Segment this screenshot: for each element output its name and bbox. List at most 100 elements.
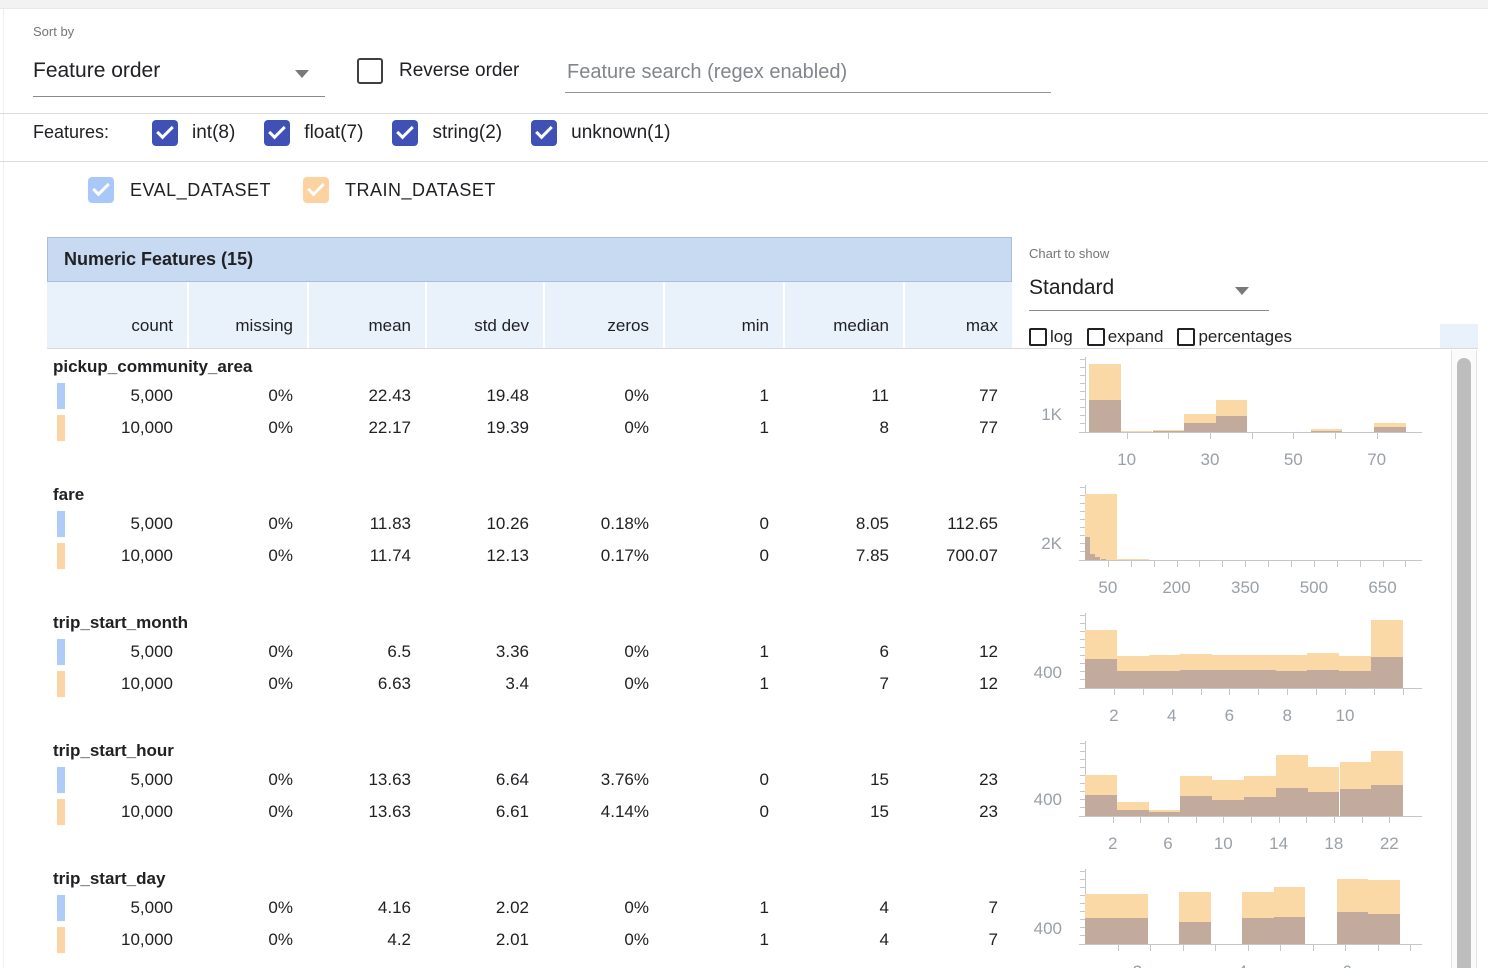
stat-cell: 0% — [187, 540, 307, 572]
stat-cell: 0 — [663, 764, 783, 796]
sort-by-select[interactable]: Feature order — [33, 52, 325, 97]
stat-cell: 112.65 — [903, 508, 1012, 540]
x-axis-tick-label: 6 — [1342, 962, 1351, 968]
feature-search-input[interactable] — [565, 52, 1051, 93]
x-axis-tick-label: 4 — [1167, 706, 1176, 726]
stat-cell: 0 — [663, 508, 783, 540]
dataset-item-train_dataset: TRAIN_DATASET — [303, 177, 496, 203]
stat-cell: 7 — [783, 668, 903, 700]
x-axis-tick-label: 10 — [1117, 450, 1136, 470]
feature-filter-checkbox[interactable] — [264, 120, 290, 146]
stat-cell: 10,000 — [47, 924, 187, 956]
y-axis-tick — [1080, 415, 1085, 416]
chevron-down-icon — [295, 70, 309, 78]
stat-cell: 0% — [543, 924, 663, 956]
chart-type-select[interactable]: Standard — [1029, 268, 1269, 311]
chart-option-label: expand — [1108, 327, 1164, 347]
column-header-min: min — [663, 282, 783, 348]
x-axis-tick — [1362, 816, 1363, 823]
feature-filter-checkbox[interactable] — [152, 120, 178, 146]
header-bottom-border — [47, 348, 1478, 349]
y-axis-tick — [1080, 887, 1085, 888]
bar-eval_dataset — [1212, 800, 1244, 816]
y-axis-tick — [1080, 759, 1085, 760]
bar-eval_dataset — [1180, 796, 1212, 816]
percentages-checkbox[interactable] — [1177, 328, 1195, 346]
stat-cell: 4.2 — [307, 924, 425, 956]
log-checkbox[interactable] — [1029, 328, 1047, 346]
stat-cell: 12 — [903, 668, 1012, 700]
sort-by-value: Feature order — [33, 59, 160, 83]
stat-cell: 0% — [543, 668, 663, 700]
histogram-charts: 1K103050702K5020035050065040024681040026… — [1020, 352, 1452, 968]
stat-cell: 5,000 — [47, 892, 187, 924]
histogram-fare: 2K50200350500650 — [1020, 480, 1452, 608]
feature-filter-checkbox[interactable] — [392, 120, 418, 146]
stats-row-train_dataset: 10,0000%6.633.40%1712 — [47, 668, 1012, 700]
stat-cell: 700.07 — [903, 540, 1012, 572]
plot-area: 2610141822 — [1085, 736, 1410, 816]
bar-eval_dataset — [1371, 785, 1403, 817]
bar-eval_dataset — [1184, 423, 1216, 432]
dataset-marker — [57, 511, 65, 537]
y-axis-tick — [1080, 391, 1085, 392]
stats-row-train_dataset: 10,0000%22.1719.390%1877 — [47, 412, 1012, 444]
reverse-order-checkbox[interactable] — [357, 58, 383, 84]
y-axis-label: 400 — [1020, 663, 1062, 683]
dataset-checkbox[interactable] — [303, 177, 329, 203]
stat-cell: 22.17 — [307, 412, 425, 444]
bar-eval_dataset — [1149, 671, 1181, 688]
left-hairline — [3, 9, 4, 968]
x-axis-tick — [1222, 560, 1223, 567]
bar-eval_dataset — [1244, 670, 1276, 688]
features-filter-label: Features: — [33, 122, 109, 143]
facets-overview-screen: Sort by Feature order Reverse order Feat… — [0, 0, 1488, 968]
x-axis-tick — [1335, 432, 1336, 439]
bar-eval_dataset — [1089, 400, 1121, 432]
stat-cell: 6.5 — [307, 636, 425, 668]
feature-name: fare — [47, 480, 1012, 508]
x-axis-tick — [1131, 560, 1132, 567]
x-axis-tick-label: 8 — [1282, 706, 1291, 726]
stat-cell: 0% — [187, 892, 307, 924]
x-axis-tick — [1143, 688, 1144, 695]
feature-type-filters: int(8)float(7)string(2)unknown(1) — [152, 120, 699, 146]
stat-cell: 13.63 — [307, 764, 425, 796]
x-axis-tick — [1313, 944, 1314, 951]
dataset-marker — [57, 543, 65, 569]
stat-cell: 2.02 — [425, 892, 543, 924]
scrollbar-thumb[interactable] — [1457, 358, 1471, 968]
stat-cell: 23 — [903, 796, 1012, 828]
x-axis-tick-label: 22 — [1380, 834, 1399, 854]
stats-row-eval_dataset: 5,0000%4.162.020%147 — [47, 892, 1012, 924]
bar-eval_dataset — [1216, 416, 1248, 432]
dataset-marker — [57, 639, 65, 665]
x-axis-tick — [1172, 688, 1173, 695]
expand-checkbox[interactable] — [1087, 328, 1105, 346]
x-axis-tick — [1215, 944, 1216, 951]
stat-cell: 11.74 — [307, 540, 425, 572]
table-header-row: countmissingmeanstd devzerosminmedianmax — [47, 282, 1012, 348]
x-axis-tick — [1168, 816, 1169, 823]
x-axis-tick — [1223, 816, 1224, 823]
feature-block-trip_start_day: trip_start_day5,0000%4.162.020%14710,000… — [47, 864, 1012, 968]
feature-block-trip_start_month: trip_start_month5,0000%6.53.360%161210,0… — [47, 608, 1012, 736]
dataset-checkbox[interactable] — [88, 177, 114, 203]
plot-area: 246 — [1085, 864, 1410, 944]
stat-cell: 4.16 — [307, 892, 425, 924]
stat-cell: 0% — [187, 924, 307, 956]
x-axis-tick — [1374, 688, 1375, 695]
stat-cell: 12.13 — [425, 540, 543, 572]
x-axis-tick-label: 650 — [1368, 578, 1396, 598]
stat-cell: 6.61 — [425, 796, 543, 828]
feature-name: trip_start_day — [47, 864, 1012, 892]
x-axis-tick-label: 2 — [1108, 834, 1117, 854]
bar-eval_dataset — [1244, 797, 1276, 816]
stat-cell: 5,000 — [47, 636, 187, 668]
stat-cell: 3.36 — [425, 636, 543, 668]
histogram-trip_start_month: 400246810 — [1020, 608, 1452, 736]
feature-filter-checkbox[interactable] — [531, 120, 557, 146]
y-axis-tick — [1080, 375, 1085, 376]
x-axis-tick — [1150, 944, 1151, 951]
stat-cell: 8 — [783, 412, 903, 444]
